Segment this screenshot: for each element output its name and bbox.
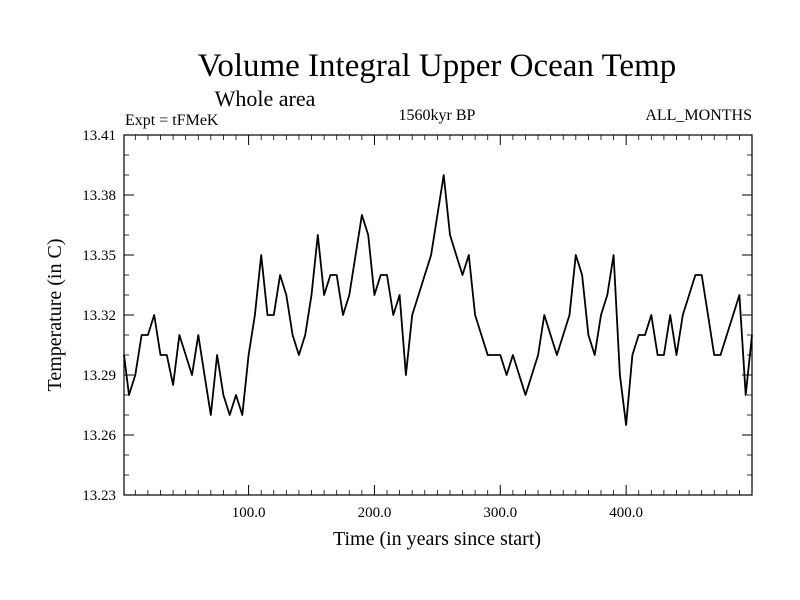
plot-frame bbox=[123, 134, 753, 496]
y-tick-label: 13.26 bbox=[82, 428, 116, 444]
series-line-temperature bbox=[123, 174, 753, 426]
experiment-label: Expt = tFMeK bbox=[125, 112, 219, 129]
y-tick-label: 13.23 bbox=[82, 488, 116, 504]
x-axis-label: Time (in years since start) bbox=[333, 528, 541, 550]
y-tick-label: 13.35 bbox=[82, 248, 116, 264]
x-tick-label: 200.0 bbox=[358, 505, 392, 521]
chart-subtitle: Whole area bbox=[215, 86, 316, 111]
x-tick-label: 400.0 bbox=[609, 505, 643, 521]
period-label: 1560kyr BP bbox=[399, 107, 476, 124]
axis-tick-labels: 100.0 200.0 300.0 400.0 13.23 13.26 13.29 13.32… bbox=[82, 128, 643, 521]
axis-ticks bbox=[124, 134, 752, 496]
x-tick-label: 300.0 bbox=[483, 505, 517, 521]
y-tick-label: 13.32 bbox=[82, 308, 116, 324]
series-layer bbox=[123, 174, 753, 426]
y-tick-label: 13.29 bbox=[82, 368, 116, 384]
y-axis-label: Temperature (in C) bbox=[44, 239, 66, 392]
y-tick-label: 13.41 bbox=[82, 128, 116, 144]
y-tick-label: 13.38 bbox=[82, 188, 116, 204]
x-tick-label: 100.0 bbox=[232, 505, 266, 521]
months-label: ALL_MONTHS bbox=[645, 107, 752, 124]
chart-title: Volume Integral Upper Ocean Temp bbox=[198, 48, 676, 84]
